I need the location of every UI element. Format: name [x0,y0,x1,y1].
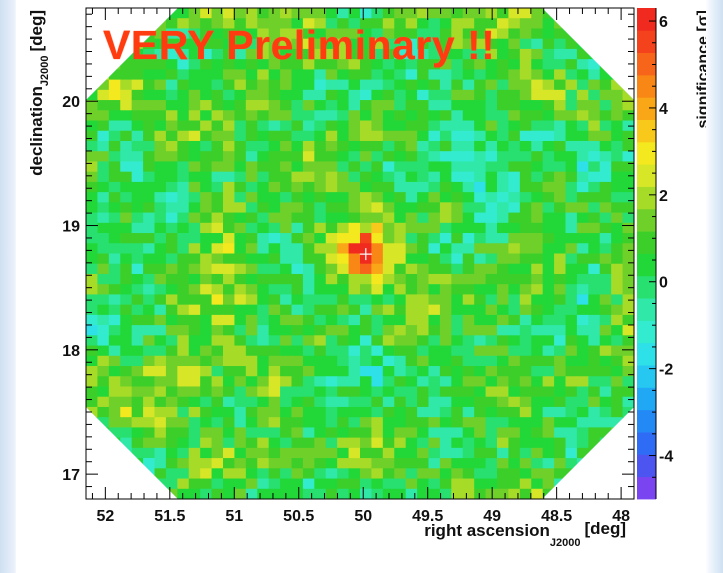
colorbar-segment [637,387,656,411]
y-tick-label: 18 [62,343,80,360]
colorbar-segment [637,186,656,210]
x-tick-label: 50.5 [283,508,314,525]
x-tick-label: 51 [225,508,243,525]
colorbar-tick-label: 0 [659,275,668,292]
x-tick-label: 48.5 [541,508,572,525]
plot-border [85,7,635,500]
x-tick-label: 48 [612,508,630,525]
y-tick-label: 19 [62,219,80,236]
colorbar-tick-label: 4 [659,101,668,118]
colorbar-label: significance [σ] [695,10,706,129]
x-tick-label: 49 [483,508,501,525]
colorbar-segment [637,342,656,366]
colorbar-segment [637,231,656,254]
significance-map [86,8,634,499]
y-tick-label: 20 [62,94,80,111]
colorbar-tick-label: -4 [659,449,673,466]
x-tick-label: 51.5 [154,508,185,525]
plot-frame: 52 51.5 51 50.5 50 49.5 49 48.5 48 right ascensio… [16,0,706,573]
y-tick-label: 17 [62,467,80,484]
preliminary-watermark: VERY Preliminary !! [103,22,496,68]
colorbar-segment [637,275,656,299]
colorbar-segment [637,52,656,76]
colorbar-tick-label: 6 [659,14,668,31]
colorbar-segment [637,164,656,187]
colorbar-segment [637,97,656,120]
colorbar-segment [637,253,656,277]
colorbar-tick-label: -2 [659,362,673,379]
x-tick-label: 50 [354,508,372,525]
x-tick-label: 49.5 [412,508,443,525]
colorbar-segment [637,298,656,321]
y-axis-label: declinationJ2000[deg] [27,10,51,176]
colorbar-segment [637,74,656,98]
colorbar-segment [637,476,656,500]
colorbar-tick-label: 2 [659,188,668,205]
colorbar-segment [637,365,656,388]
x-tick-label: 52 [96,508,114,525]
colorbar-segment [637,141,656,165]
colorbar-segment [637,8,656,31]
colorbar-segment [637,119,656,143]
colorbar-segment [637,432,656,455]
colorbar-segment [637,454,656,478]
x-axis-label: right ascensionJ2000[deg] [424,519,626,549]
colorbar-segment [637,30,656,54]
colorbar-segment [637,409,656,433]
colorbar-segment [637,208,656,232]
colorbar-segment [637,320,656,344]
